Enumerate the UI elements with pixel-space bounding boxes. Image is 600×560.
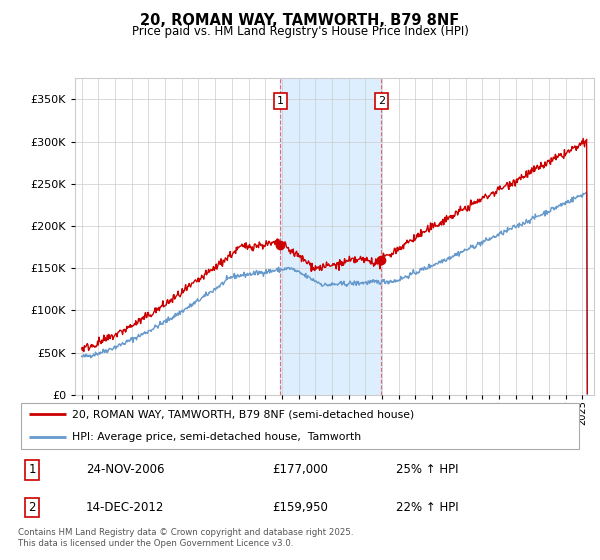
Text: 22% ↑ HPI: 22% ↑ HPI [396,501,458,514]
Text: £177,000: £177,000 [272,463,328,476]
Text: 1: 1 [277,96,284,106]
Text: HPI: Average price, semi-detached house,  Tamworth: HPI: Average price, semi-detached house,… [71,432,361,442]
Text: 1: 1 [28,463,36,476]
Text: Price paid vs. HM Land Registry's House Price Index (HPI): Price paid vs. HM Land Registry's House … [131,25,469,38]
Text: 24-NOV-2006: 24-NOV-2006 [86,463,164,476]
Text: Contains HM Land Registry data © Crown copyright and database right 2025.
This d: Contains HM Land Registry data © Crown c… [18,528,353,548]
Text: £159,950: £159,950 [272,501,328,514]
Text: 20, ROMAN WAY, TAMWORTH, B79 8NF: 20, ROMAN WAY, TAMWORTH, B79 8NF [140,13,460,29]
Text: 2: 2 [28,501,36,514]
Text: 14-DEC-2012: 14-DEC-2012 [86,501,164,514]
Bar [280,78,381,395]
Text: 20, ROMAN WAY, TAMWORTH, B79 8NF (semi-detached house): 20, ROMAN WAY, TAMWORTH, B79 8NF (semi-d… [71,409,414,419]
Text: 2: 2 [377,96,385,106]
FancyBboxPatch shape [21,404,579,449]
Text: 25% ↑ HPI: 25% ↑ HPI [396,463,458,476]
